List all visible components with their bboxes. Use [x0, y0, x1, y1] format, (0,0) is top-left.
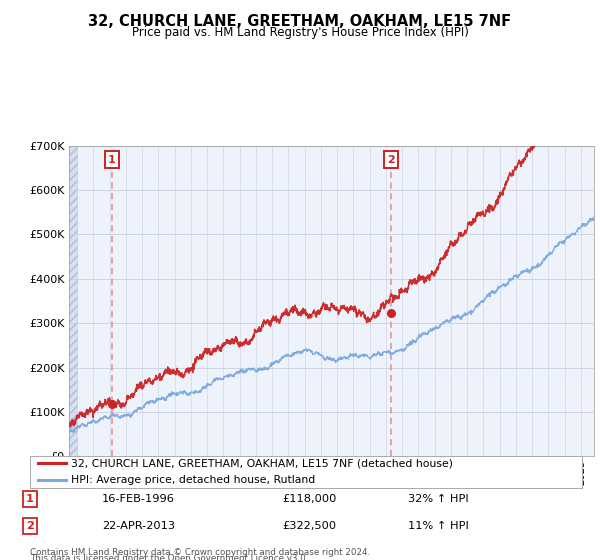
Text: £118,000: £118,000: [282, 494, 337, 504]
Text: 16-FEB-1996: 16-FEB-1996: [102, 494, 175, 504]
Text: Contains HM Land Registry data © Crown copyright and database right 2024.: Contains HM Land Registry data © Crown c…: [30, 548, 370, 557]
Text: 32, CHURCH LANE, GREETHAM, OAKHAM, LE15 7NF: 32, CHURCH LANE, GREETHAM, OAKHAM, LE15 …: [88, 14, 512, 29]
Text: This data is licensed under the Open Government Licence v3.0.: This data is licensed under the Open Gov…: [30, 554, 308, 560]
Text: 1: 1: [108, 155, 115, 165]
Text: HPI: Average price, detached house, Rutland: HPI: Average price, detached house, Rutl…: [71, 475, 316, 486]
Text: 1: 1: [26, 494, 34, 504]
Text: 32% ↑ HPI: 32% ↑ HPI: [408, 494, 469, 504]
Text: 2: 2: [26, 521, 34, 531]
Text: £322,500: £322,500: [282, 521, 336, 531]
Text: Price paid vs. HM Land Registry's House Price Index (HPI): Price paid vs. HM Land Registry's House …: [131, 26, 469, 39]
Text: 2: 2: [387, 155, 395, 165]
Text: 32, CHURCH LANE, GREETHAM, OAKHAM, LE15 7NF (detached house): 32, CHURCH LANE, GREETHAM, OAKHAM, LE15 …: [71, 459, 454, 468]
Text: 22-APR-2013: 22-APR-2013: [102, 521, 175, 531]
Bar: [69, 146, 79, 456]
Text: 11% ↑ HPI: 11% ↑ HPI: [408, 521, 469, 531]
